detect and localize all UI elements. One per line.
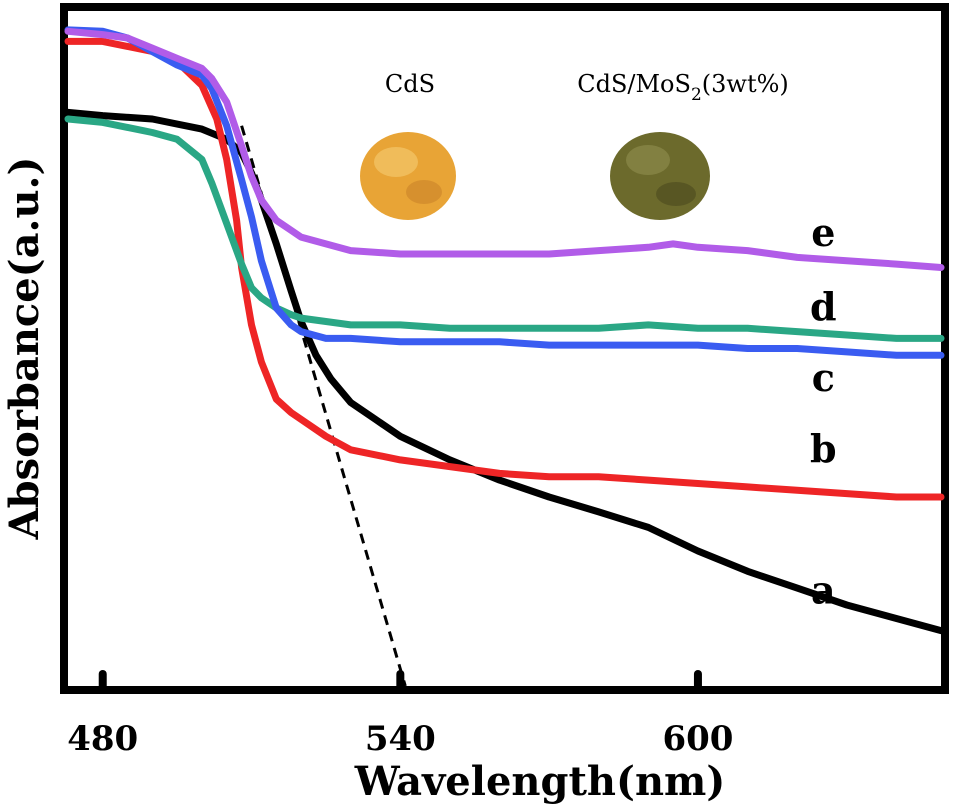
- curve-label-a: a: [811, 568, 836, 613]
- tangent-dashed-line: [240, 125, 407, 687]
- absorbance-curves: [64, 26, 945, 635]
- x-axis-title: Wavelength(nm): [354, 758, 726, 805]
- curve-b: [64, 37, 945, 501]
- curve-c: [64, 26, 945, 359]
- cds-mos2-sample-label: CdS/MoS2(3wt%): [577, 70, 789, 105]
- tangent-line: [240, 125, 407, 687]
- curve-label-c: c: [812, 355, 835, 400]
- y-axis-title: Absorbance(a.u.): [1, 157, 48, 541]
- curve-label-e: e: [811, 210, 835, 255]
- curve-label-b: b: [810, 426, 837, 471]
- cds-powder-photo: [360, 132, 456, 220]
- curve-d: [64, 115, 945, 342]
- x-axis-ticks: [98, 670, 702, 690]
- x-tick-label-480: 480: [67, 719, 138, 759]
- curve-label-d: d: [810, 284, 837, 329]
- cds-mos2-powder-photo: [610, 132, 710, 220]
- cds-sample-label: CdS: [385, 70, 435, 98]
- x-tick-label-600: 600: [662, 719, 733, 759]
- x-tick-label-540: 540: [365, 719, 436, 759]
- curve-e: [64, 27, 945, 271]
- x-tick-labels: 480 540 600: [67, 719, 733, 759]
